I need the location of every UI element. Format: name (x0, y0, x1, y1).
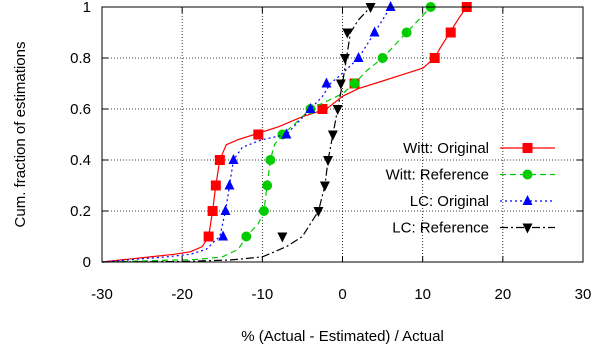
data-point (241, 231, 252, 242)
data-point (377, 53, 388, 63)
data-point (262, 180, 273, 191)
data-point (429, 53, 440, 63)
data-point (277, 232, 288, 243)
data-point (321, 77, 332, 88)
legend-swatch-marker (522, 169, 533, 180)
legend-entry: Witt: Original (403, 140, 555, 157)
series-1 (101, 2, 436, 263)
y-tick-label: 0 (83, 254, 91, 271)
data-point (203, 231, 214, 242)
data-point (365, 3, 376, 13)
series-lines (101, 1, 472, 263)
legend-swatch-marker (522, 223, 533, 234)
series-line (101, 6, 468, 263)
series-2 (101, 1, 396, 263)
x-tick-label: 10 (414, 286, 431, 303)
data-point (332, 105, 343, 115)
data-point (214, 155, 225, 165)
legend: Witt: Original Witt: Reference LC: Origina… (386, 140, 555, 237)
x-tick-label: -20 (171, 286, 193, 303)
legend-swatch-marker (522, 195, 533, 205)
data-point (210, 180, 221, 191)
y-tick-label: 1 (83, 0, 91, 16)
data-point (339, 54, 350, 64)
legend-entry: Witt: Reference (386, 167, 555, 184)
axis-ticks: -30 -20 -10 0 10 20 30 0 0.2 0.4 0.6 0.8 1 (70, 0, 591, 303)
data-point (327, 130, 338, 141)
data-point (385, 1, 396, 11)
data-point (258, 206, 269, 216)
x-tick-label: 0 (338, 286, 346, 303)
data-point (445, 27, 456, 38)
data-point (305, 103, 316, 113)
series-line (101, 6, 392, 263)
data-point (317, 104, 328, 114)
data-point (253, 129, 264, 140)
legend-swatch-marker (522, 143, 533, 153)
y-tick-label: 0.2 (70, 203, 91, 220)
data-point (228, 154, 239, 164)
data-point (369, 26, 380, 37)
data-point (323, 156, 334, 166)
data-point (220, 205, 231, 215)
data-point (281, 128, 292, 139)
data-point (218, 230, 229, 241)
data-point (265, 155, 276, 165)
y-tick-label: 0.6 (70, 101, 91, 118)
series-line (101, 6, 372, 263)
data-point (313, 207, 324, 217)
data-point (342, 28, 353, 39)
series-line (101, 6, 432, 263)
legend-entry: LC: Reference (392, 220, 555, 237)
grid (102, 7, 583, 262)
legend-label: Witt: Reference (386, 167, 489, 184)
data-point (224, 179, 235, 190)
y-tick-label: 0.8 (70, 50, 91, 67)
legend-label: LC: Original (410, 193, 489, 210)
series-3 (101, 3, 376, 263)
x-tick-label: -30 (91, 286, 113, 303)
y-tick-label: 0.4 (70, 152, 91, 169)
legend-entry: LC: Original (410, 193, 555, 210)
data-point (207, 206, 218, 216)
legend-label: Witt: Original (403, 140, 489, 157)
data-point (335, 79, 346, 90)
data-point (401, 27, 412, 38)
x-tick-label: -10 (251, 286, 273, 303)
x-tick-label: 20 (494, 286, 511, 303)
legend-label: LC: Reference (392, 220, 489, 237)
data-point (349, 78, 360, 89)
data-point (319, 181, 330, 192)
data-point (353, 52, 364, 62)
x-axis-title: % (Actual - Estimated) / Actual (241, 328, 444, 345)
y-axis-title: Cum. fraction of estimations (12, 42, 29, 228)
x-tick-label: 30 (575, 286, 592, 303)
